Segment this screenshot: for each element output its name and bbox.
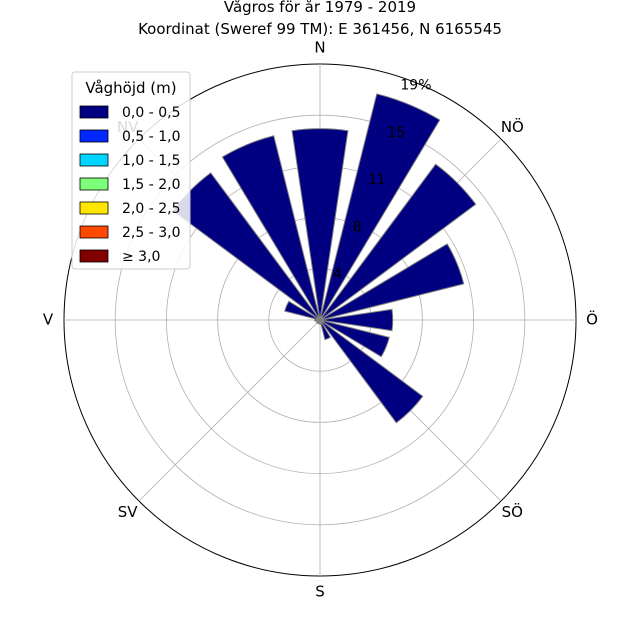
legend-swatch — [79, 177, 109, 191]
sector-bar — [221, 135, 321, 321]
direction-label: S — [315, 583, 325, 601]
direction-label: Ö — [586, 310, 598, 329]
radial-tick-label: 11 — [368, 172, 386, 188]
legend-swatch — [79, 129, 109, 143]
sector-bar — [291, 128, 349, 321]
sector-bar — [319, 319, 332, 341]
direction-label: SV — [118, 503, 139, 521]
legend-label: 2,5 - 3,0 — [122, 225, 180, 241]
legend-label: 1,5 - 2,0 — [122, 177, 180, 193]
legend-label: ≥ 3,0 — [122, 249, 160, 265]
legend-swatch — [79, 201, 109, 215]
legend-frame — [71, 71, 191, 270]
sector-bars — [172, 93, 477, 424]
radial-ticks: 4 8 11 15 19% — [333, 77, 431, 282]
direction-label: N — [314, 39, 325, 57]
direction-label: V — [43, 311, 54, 329]
radial-tick-label: 4 — [333, 267, 342, 283]
direction-label: NÖ — [501, 117, 524, 136]
legend-label: 1,0 - 1,5 — [122, 153, 180, 169]
legend: Våghöjd (m) 0,0 - 0,5 0,5 - 1,0 1,0 - 1,5 1… — [71, 71, 191, 270]
legend-label: 0,5 - 1,0 — [122, 129, 180, 145]
sector-bar — [319, 308, 394, 332]
legend-label: 2,0 - 2,5 — [122, 201, 180, 217]
sector-bar — [319, 163, 477, 321]
sector-bar — [319, 93, 441, 321]
sector-bar — [319, 319, 390, 358]
legend-swatch — [79, 249, 109, 263]
legend-swatch — [79, 153, 109, 167]
legend-label: 0,0 - 0,5 — [122, 105, 180, 121]
direction-label: SÖ — [502, 502, 523, 521]
chart-subtitle: Koordinat (Sweref 99 TM): E 361456, N 61… — [138, 20, 502, 38]
radial-tick-label: 19% — [400, 77, 431, 93]
sector-bar — [314, 318, 321, 322]
grid-spoke — [138, 319, 321, 502]
chart-title: Vågros för år 1979 - 2019 — [224, 0, 416, 16]
radial-tick-label: 15 — [387, 125, 405, 141]
sector-bar — [284, 300, 321, 321]
sector-bar — [319, 319, 424, 424]
legend-swatch — [79, 105, 109, 119]
sector-bar — [319, 243, 465, 321]
legend-swatch — [79, 225, 109, 239]
radial-tick-label: 8 — [353, 219, 362, 235]
legend-title: Våghöjd (m) — [85, 79, 176, 97]
